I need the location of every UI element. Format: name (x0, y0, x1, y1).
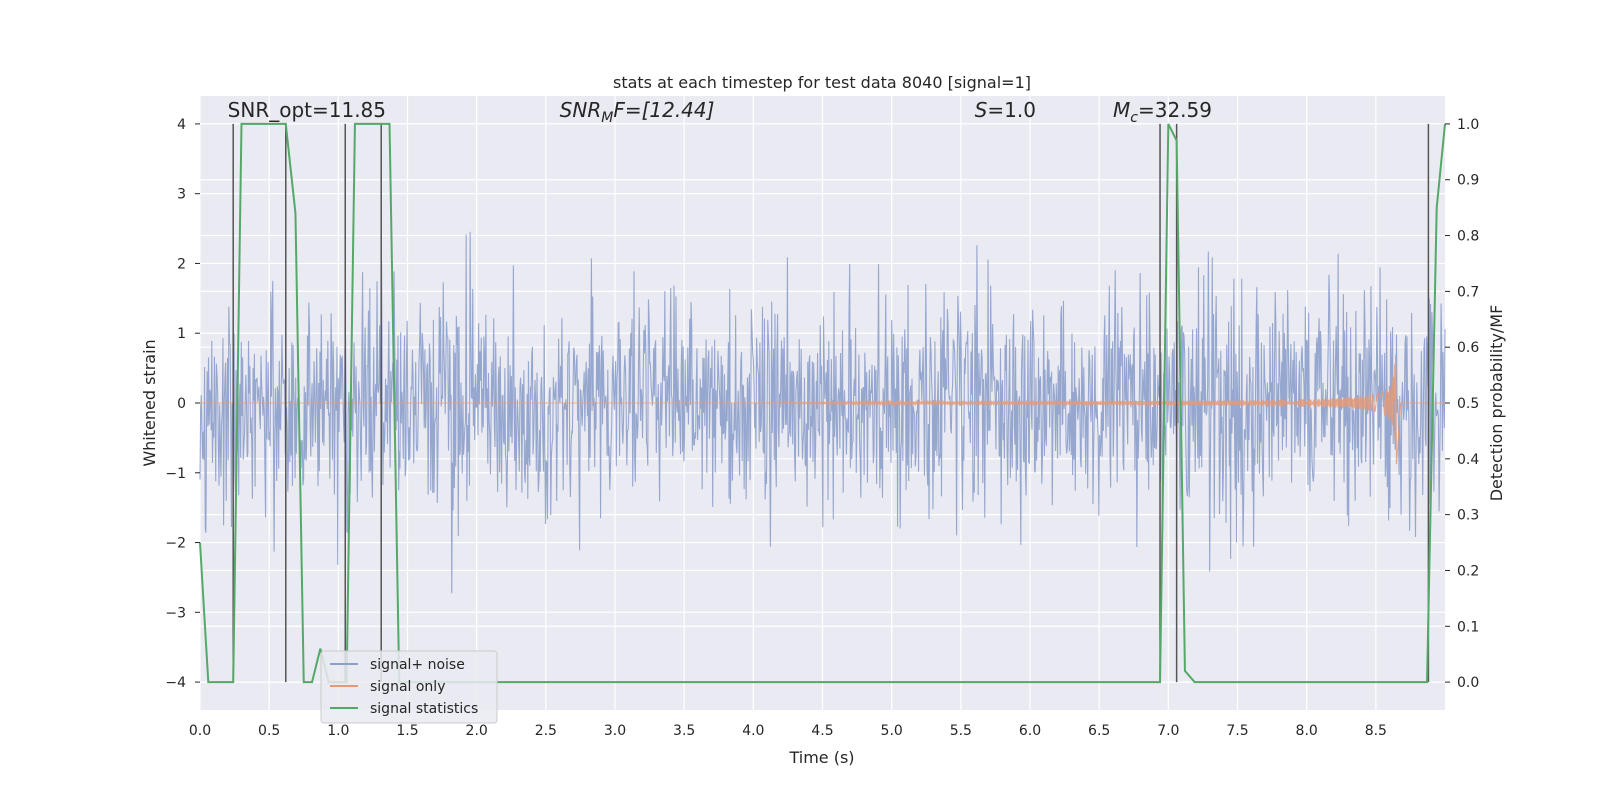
legend-box (320, 650, 498, 724)
legend-label-signal-plus-noise: signal+ noise (370, 657, 465, 673)
vertical-marker-lines (232, 123, 1430, 683)
y2-tick-label: 0.5 (1457, 396, 1479, 412)
series-signal-plus-noise (199, 231, 1446, 594)
legend-label-signal-only: signal only (370, 679, 445, 695)
y2-tick-label: 0.0 (1457, 675, 1479, 691)
y-tick-label: 0 (177, 396, 186, 412)
y2-tick-label: 0.7 (1457, 284, 1479, 300)
y-tick-label: 4 (177, 117, 186, 133)
y2-tick-label: 0.8 (1457, 229, 1479, 245)
y-tick-label: −3 (165, 605, 186, 621)
signal-plus-noise-line (199, 231, 1446, 594)
legend: signal+ noise signal only signal statist… (320, 650, 498, 724)
x-tick-label: 4.0 (742, 723, 764, 739)
y2-tick-label: 1.0 (1457, 117, 1479, 133)
x-tick-label: 8.0 (1296, 723, 1318, 739)
annotation-s: S=1.0 (975, 98, 1036, 122)
x-tick-label: 7.0 (1157, 723, 1179, 739)
series-signal-only (200, 354, 1445, 465)
y-tick-label: 1 (177, 326, 186, 342)
x-tick-label: 2.5 (535, 723, 557, 739)
y2-tick-label: 0.6 (1457, 340, 1479, 356)
x-tick-label: 6.5 (1088, 723, 1110, 739)
y-tick-label: −4 (165, 675, 186, 691)
x-tick-label: 3.5 (673, 723, 695, 739)
x-tick-label: 6.0 (1019, 723, 1041, 739)
x-tick-label: 5.0 (881, 723, 903, 739)
x-tick-label: 0.5 (258, 723, 280, 739)
legend-label-signal-statistics: signal statistics (370, 701, 478, 717)
x-tick-label: 5.5 (950, 723, 972, 739)
y-tick-label: −2 (165, 536, 186, 552)
y-tick-label: 2 (177, 256, 186, 272)
y2-tick-label: 0.9 (1457, 173, 1479, 189)
y-axis-label: Whitened strain (140, 339, 159, 466)
y2-tick-label: 0.2 (1457, 563, 1479, 579)
annotation-snr-opt: SNR_opt=11.85 (228, 98, 386, 122)
y2-tick-label: 0.1 (1457, 619, 1479, 635)
x-tick-label: 1.0 (327, 723, 349, 739)
y2-axis-label: Detection probability/MF (1487, 305, 1506, 502)
axis-ticks: 0.0 0.5 1.0 1.5 2.0 2.5 3.0 3.5 4.0 4.5 5.0 5.5 6.0 6… (165, 117, 1479, 739)
x-tick-label: 7.5 (1226, 723, 1248, 739)
x-tick-label: 3.0 (604, 723, 626, 739)
x-tick-label: 1.5 (396, 723, 418, 739)
y2-tick-label: 0.3 (1457, 508, 1479, 524)
chart-title: stats at each timestep for test data 804… (613, 73, 1031, 92)
x-tick-label: 8.5 (1365, 723, 1387, 739)
x-axis-label: Time (s) (788, 748, 854, 767)
y-tick-label: −1 (165, 466, 186, 482)
x-tick-label: 0.0 (189, 723, 211, 739)
annotation-mc: Mc=32.59 (1113, 98, 1212, 126)
annotation-snr-mf: SNRMF=[12.44] (560, 98, 715, 126)
x-tick-label: 2.0 (466, 723, 488, 739)
signal-only-line (200, 354, 1445, 465)
y2-tick-label: 0.4 (1457, 452, 1479, 468)
x-tick-label: 4.5 (811, 723, 833, 739)
y-tick-label: 3 (177, 187, 186, 203)
